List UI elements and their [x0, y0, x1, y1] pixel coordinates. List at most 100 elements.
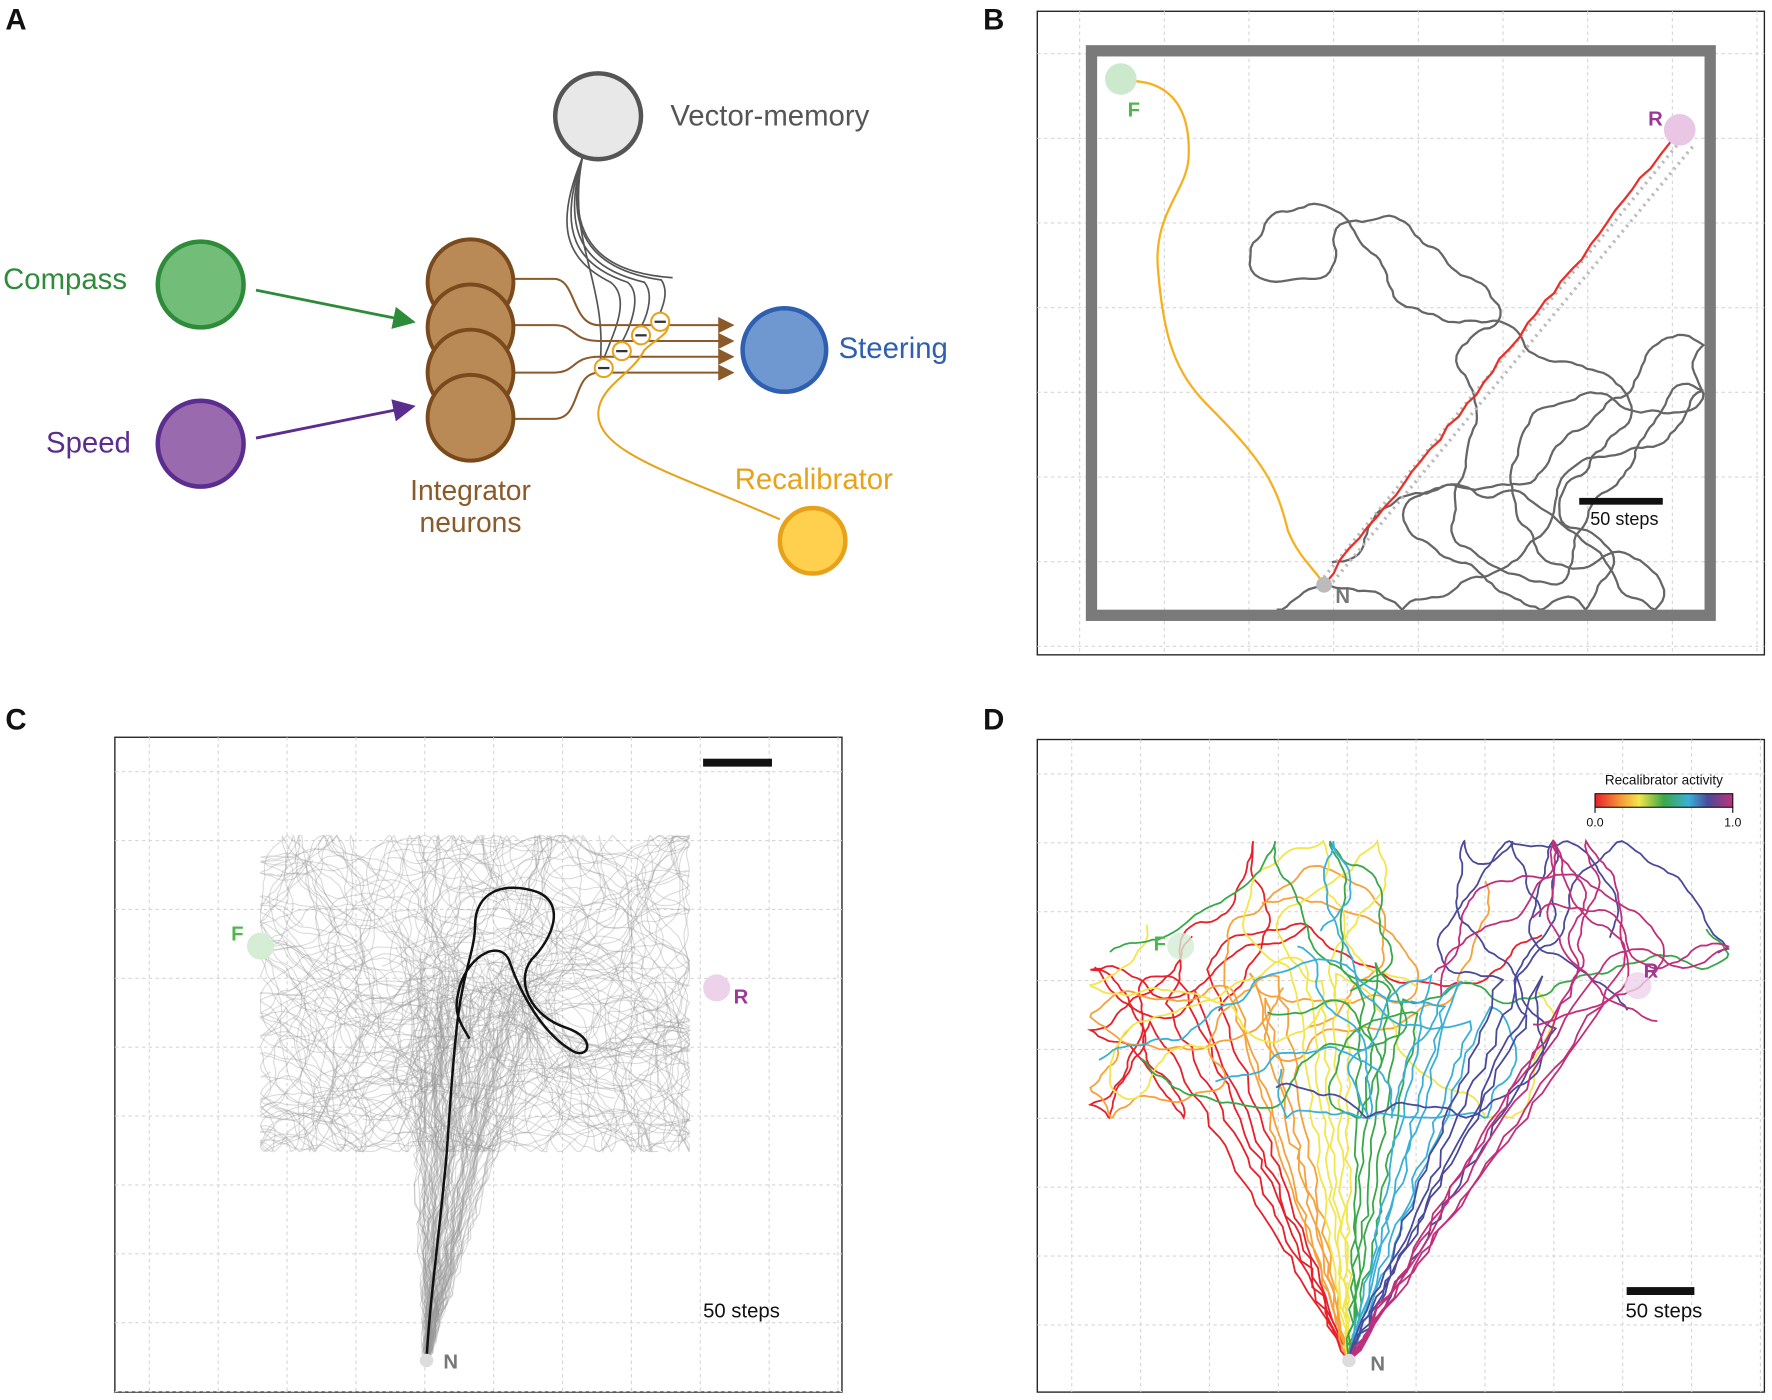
trajectory-line	[386, 834, 691, 1361]
trajectory-line	[326, 960, 598, 1361]
trajectory-line	[390, 835, 668, 1361]
return-path	[1323, 129, 1681, 586]
colorbar-max: 1.0	[1724, 815, 1741, 829]
trajectory-line	[352, 834, 553, 1361]
compass-node	[155, 239, 246, 330]
trajectory-line	[1087, 935, 1350, 1361]
trajectory-line	[317, 833, 587, 1361]
trajectory-line	[259, 834, 493, 1361]
trajectory-line	[258, 833, 567, 1361]
trajectory-line	[259, 940, 528, 1361]
trajectory-line	[421, 835, 691, 1361]
trajectory-line	[1348, 839, 1558, 1362]
trajectory-line	[259, 834, 445, 1361]
trajectory-line	[258, 983, 468, 1361]
trajectory-line	[1089, 984, 1350, 1361]
recalibrator-wire	[597, 321, 781, 521]
trajectory-line	[425, 833, 691, 1361]
panel-a: A Vector-memory Compass Speed Integrator…	[3, 3, 948, 576]
integrator-label-1: Integrator	[410, 474, 531, 506]
trajectory-line	[1348, 902, 1730, 1361]
trajectory-line	[259, 985, 620, 1361]
trajectory-line	[425, 834, 692, 1361]
trajectory-line	[1089, 974, 1350, 1361]
trajectory-line	[419, 995, 691, 1361]
trajectory-line	[1248, 202, 1706, 612]
feeder-marker	[246, 932, 275, 960]
panel-b: B F R N 50 steps	[983, 3, 1766, 656]
trajectory-line	[1267, 999, 1419, 1361]
trajectory-line	[426, 834, 539, 1361]
trajectory-line	[291, 834, 691, 1361]
trajectory-line	[1348, 839, 1658, 1362]
colorbar-gradient	[1594, 793, 1734, 808]
trajectory-line	[351, 895, 644, 1361]
trajectory-line	[259, 895, 661, 1361]
trajectory-line	[416, 834, 691, 1361]
trajectory-line	[373, 962, 691, 1361]
feeder-label: F	[1154, 934, 1166, 956]
reward-marker	[703, 974, 731, 1002]
trajectory-line	[425, 833, 690, 1361]
trajectory-line	[268, 833, 455, 1361]
trajectory-line	[294, 951, 691, 1361]
panel-c-frame	[114, 736, 843, 1393]
trajectory-line	[302, 979, 520, 1361]
trajectory-line	[1108, 956, 1351, 1361]
trajectory-line	[259, 936, 468, 1361]
compass-arrow	[255, 288, 416, 329]
trajectory-line	[395, 834, 485, 1361]
trajectory-line	[260, 848, 470, 1361]
trajectory-line	[1348, 838, 1630, 1362]
panel-label-c: C	[5, 703, 26, 736]
outbound-path	[1123, 79, 1326, 586]
speed-arrow	[255, 399, 416, 440]
trajectory-line	[259, 834, 517, 1361]
trajectory-line	[1348, 839, 1587, 1362]
recalibrator-node	[777, 505, 848, 576]
trajectories	[1087, 838, 1730, 1362]
trajectory-line	[1348, 873, 1665, 1361]
trajectory-line	[259, 835, 498, 1361]
trajectory-line	[1297, 945, 1433, 1361]
trajectory-line	[1241, 839, 1418, 1361]
trajectory-line	[259, 834, 471, 1361]
trajectory-line	[259, 834, 482, 1361]
trajectory-line	[389, 834, 683, 1361]
trajectory-line	[425, 950, 692, 1361]
scale-bar	[703, 758, 772, 767]
trajectory-line	[422, 923, 692, 1361]
trajectory-line	[332, 976, 690, 1361]
trajectory-line	[376, 834, 691, 1361]
trajectory-line	[1248, 896, 1420, 1361]
memory-wires	[566, 157, 673, 373]
trajectory-line	[259, 856, 513, 1361]
arena-wall	[1085, 45, 1716, 621]
scale-bar-label: 50 steps	[1626, 1301, 1703, 1323]
trajectory-line	[381, 834, 633, 1361]
trajectory-line	[1087, 966, 1350, 1361]
trajectory-line	[259, 942, 519, 1361]
trajectory-line	[397, 834, 659, 1361]
integrator-neurons	[425, 237, 516, 463]
trajectory-line	[1348, 840, 1730, 1361]
steering-label: Steering	[839, 332, 948, 365]
panel-label-b: B	[983, 3, 1004, 36]
scale-bar	[1626, 1287, 1695, 1295]
colorbar: Recalibrator activity 0.0 1.0	[1586, 773, 1741, 830]
trajectory-line	[417, 886, 659, 1361]
highlight-trajectory	[425, 886, 589, 1361]
trajectory-line	[1215, 980, 1463, 1361]
trajectory-line	[1329, 840, 1394, 1361]
trajectory-line	[425, 834, 691, 1361]
speed-node	[155, 398, 246, 489]
trajectory-line	[426, 834, 691, 1361]
direct-path	[1327, 143, 1696, 589]
nest-label: N	[443, 1351, 458, 1373]
scale-bar-label: 50 steps	[1590, 509, 1658, 529]
scale-bar-label: 50 steps	[703, 1301, 780, 1323]
feeder-label: F	[1128, 99, 1140, 121]
panel-label-d: D	[983, 703, 1004, 736]
trajectory-line	[1319, 841, 1473, 1361]
